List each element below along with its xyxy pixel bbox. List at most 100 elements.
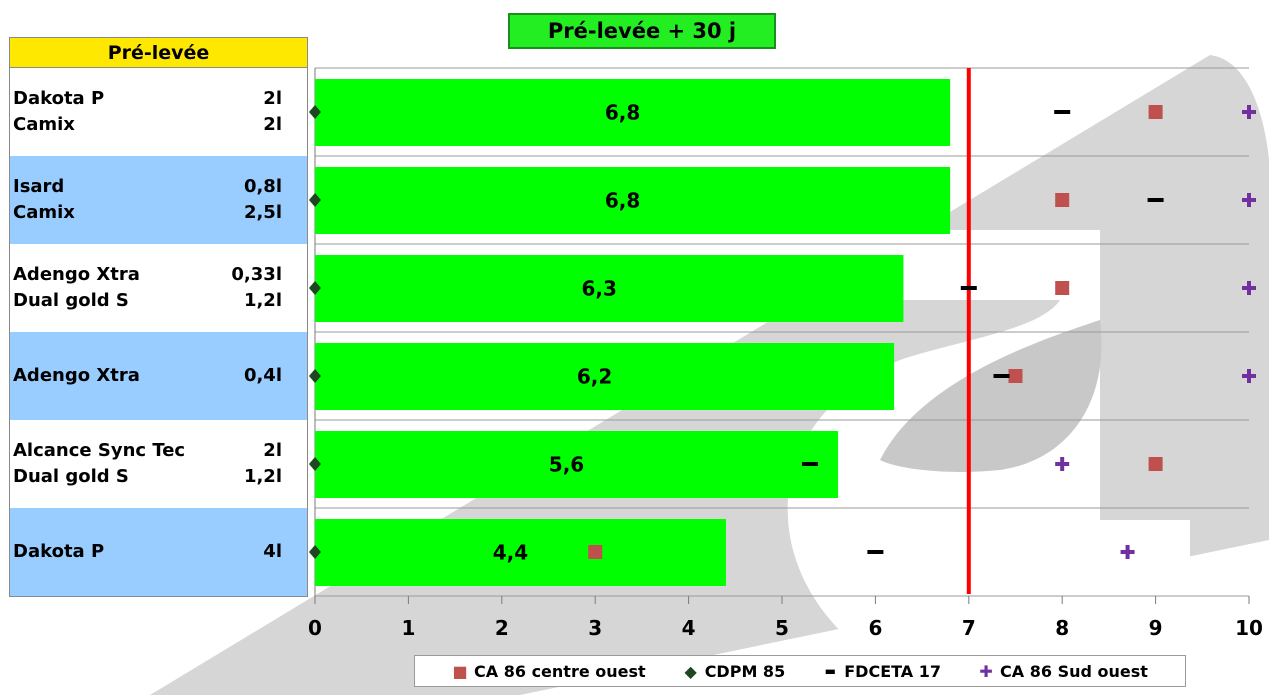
marker-square — [1148, 457, 1163, 471]
legend-diamond-icon: ◆ — [684, 661, 697, 681]
table-row: Dakota P 4l — [10, 508, 307, 596]
product-line: Alcance Sync Tec 2l — [13, 438, 282, 464]
product-line: Adengo Xtra 0,4l — [13, 363, 282, 389]
marker-diamond — [309, 105, 321, 119]
table-header: Pré-levée — [10, 38, 307, 68]
x-tick-label: 0 — [308, 616, 322, 640]
legend-label: CDPM 85 — [704, 661, 786, 681]
x-tick-label: 3 — [588, 616, 602, 640]
x-tick-label: 7 — [962, 616, 976, 640]
x-tick-label: 8 — [1055, 616, 1069, 640]
marker-dash — [1054, 110, 1071, 114]
product-dose: 2,5l — [243, 202, 282, 223]
bar — [315, 167, 951, 234]
bar — [315, 255, 904, 322]
product-line: Adengo Xtra 0,33l — [13, 262, 282, 288]
product-dose: 1,2l — [243, 466, 282, 487]
product-name: Adengo Xtra — [13, 264, 140, 285]
legend-label: CA 86 Sud ouest — [1000, 661, 1148, 681]
table-row: Adengo Xtra 0,33l Dual gold S 1,2l — [10, 244, 307, 332]
product-name: Dakota P — [13, 541, 105, 562]
legend-item: ■ CA 86 centre ouest — [452, 661, 646, 681]
marker-diamond — [309, 281, 321, 295]
table-body: Dakota P 2l Camix 2l Isard 0,8l Camix 2,5l Adeng… — [10, 68, 307, 596]
marker-plus-v — [1247, 281, 1251, 295]
x-tick-label: 6 — [868, 616, 882, 640]
legend-item: ◆ CDPM 85 — [683, 662, 786, 681]
product-name: Adengo Xtra — [13, 365, 140, 386]
x-tick-label: 4 — [682, 616, 696, 640]
product-name: Camix — [13, 202, 75, 223]
bar — [315, 519, 726, 586]
product-name: Isard — [13, 176, 65, 197]
table-row: Adengo Xtra 0,4l — [10, 332, 307, 420]
x-tick-label: 10 — [1235, 616, 1263, 640]
watermark-letter-a-bowl — [880, 320, 1102, 472]
marker-plus-v — [1125, 545, 1130, 559]
legend-label: CA 86 centre ouest — [474, 661, 646, 681]
product-line: Dual gold S 1,2l — [13, 288, 282, 314]
x-tick-label: 2 — [495, 616, 509, 640]
x-tick-label: 1 — [401, 616, 415, 640]
bar — [315, 343, 895, 410]
bar-value-label: 4,4 — [493, 541, 528, 565]
marker-plus-v — [1247, 193, 1251, 207]
table-row: Dakota P 2l Camix 2l — [10, 68, 307, 156]
product-name: Alcance Sync Tec — [13, 440, 186, 461]
product-line: Dakota P 4l — [13, 539, 282, 565]
product-dose: 2l — [263, 88, 282, 109]
marker-diamond — [309, 457, 321, 471]
product-dose: 2l — [263, 114, 282, 135]
marker-diamond — [309, 369, 321, 383]
table-row: Alcance Sync Tec 2l Dual gold S 1,2l — [10, 420, 307, 508]
product-dose: 0,8l — [243, 176, 282, 197]
x-tick-label: 9 — [1149, 616, 1163, 640]
product-dose: 0,33l — [231, 264, 282, 285]
marker-dash — [802, 462, 819, 466]
marker-plus-v — [1247, 369, 1251, 383]
marker-dash — [993, 374, 1010, 378]
legend-square-icon: ■ — [452, 661, 468, 681]
marker-square — [1008, 369, 1023, 383]
marker-dash — [1147, 198, 1164, 202]
legend-dash-icon: ▬ — [824, 664, 836, 678]
bar-value-label: 6,8 — [605, 101, 640, 125]
bar-value-label: 6,8 — [605, 189, 640, 213]
marker-diamond — [309, 545, 321, 559]
marker-plus-v — [1060, 457, 1065, 471]
product-dose: 4l — [263, 541, 282, 562]
legend-label: FDCETA 17 — [844, 661, 942, 681]
x-tick-label: 5 — [775, 616, 789, 640]
product-name: Dual gold S — [13, 466, 129, 487]
marker-plus-v — [1247, 105, 1251, 119]
legend-plus-icon: ✚ — [979, 661, 993, 681]
product-dose: 2l — [263, 440, 282, 461]
product-name: Dual gold S — [13, 290, 129, 311]
marker-square — [1055, 193, 1070, 207]
product-name: Camix — [13, 114, 75, 135]
bar — [315, 431, 839, 498]
chart-title: Pré-levée + 30 j — [508, 13, 776, 49]
product-line: Isard 0,8l — [13, 174, 282, 200]
product-name: Dakota P — [13, 88, 105, 109]
marker-dash — [867, 550, 884, 554]
product-dose: 0,4l — [243, 365, 282, 386]
bar-value-label: 6,2 — [577, 365, 612, 389]
marker-square — [1148, 105, 1163, 119]
marker-diamond — [309, 193, 321, 207]
bar — [315, 79, 951, 146]
product-line: Camix 2l — [13, 112, 282, 138]
bar-value-label: 5,6 — [549, 453, 584, 477]
bar-value-label: 6,3 — [581, 277, 616, 301]
marker-square — [1055, 281, 1070, 295]
product-dose: 1,2l — [243, 290, 282, 311]
chart-legend: ■ CA 86 centre ouest ◆ CDPM 85 ▬ FDCETA 17 ✚ CA… — [414, 655, 1186, 687]
product-line: Camix 2,5l — [13, 200, 282, 226]
legend-item: ▬ FDCETA 17 — [822, 662, 941, 681]
product-line: Dual gold S 1,2l — [13, 464, 282, 490]
marker-dash — [960, 286, 977, 290]
product-line: Dakota P 2l — [13, 86, 282, 112]
legend-item: ✚ CA 86 Sud ouest — [978, 662, 1148, 681]
table-row: Isard 0,8l Camix 2,5l — [10, 156, 307, 244]
